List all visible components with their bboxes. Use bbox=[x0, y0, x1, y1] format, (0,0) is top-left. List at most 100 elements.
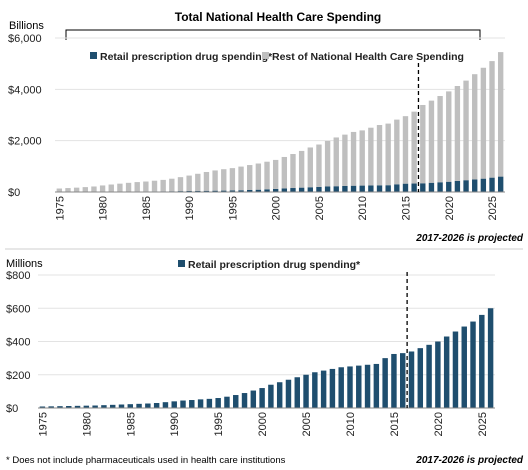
bottom-chart-unit-label: Millions bbox=[6, 258, 43, 270]
c2-x-tick-label: 1995 bbox=[213, 412, 225, 436]
c2-bar-drug-1981 bbox=[92, 405, 98, 408]
c1-bar-rest-2010 bbox=[359, 130, 365, 186]
c1-x-tick-label: 1985 bbox=[141, 196, 153, 220]
c2-bar-drug-2012 bbox=[364, 364, 371, 408]
c1-bar-rest-1977 bbox=[73, 187, 80, 192]
c1-bar-rest-2013 bbox=[385, 123, 391, 186]
c2-bar-drug-1999 bbox=[250, 390, 257, 408]
c2-bar-drug-2006 bbox=[312, 372, 318, 408]
c1-y-tick-label: $4,000 bbox=[8, 84, 42, 96]
top-chart-bars bbox=[56, 52, 504, 192]
c1-bar-drug-1996 bbox=[238, 190, 244, 192]
c2-bar-drug-2011 bbox=[356, 365, 362, 408]
c1-bar-rest-2012 bbox=[376, 125, 383, 186]
c2-bar-drug-1978 bbox=[66, 406, 72, 408]
c1-y-tick-label: $0 bbox=[8, 187, 20, 199]
c1-bar-drug-2008 bbox=[342, 185, 348, 192]
c1-bar-drug-2000 bbox=[272, 188, 279, 192]
c2-x-tick-label: 1985 bbox=[125, 412, 137, 436]
c2-y-tick-label: $400 bbox=[6, 337, 30, 349]
c1-bar-drug-2020 bbox=[446, 181, 452, 192]
c2-bar-drug-1991 bbox=[180, 400, 186, 408]
c1-x-tick-label: 2000 bbox=[271, 196, 283, 220]
c2-y-tick-label: $200 bbox=[6, 370, 30, 382]
c2-bar-drug-1977 bbox=[57, 406, 63, 408]
c1-bar-drug-1991 bbox=[195, 190, 201, 192]
c2-bar-drug-2019 bbox=[426, 344, 432, 408]
top-legend-swatch-rest bbox=[262, 52, 269, 59]
c1-bar-rest-1980 bbox=[99, 185, 106, 192]
c2-bar-drug-2021 bbox=[443, 336, 450, 408]
c2-bar-drug-1998 bbox=[241, 393, 248, 408]
bottom-chart-x-tick-labels: 1975 1980 1985 1990 1995 2000 2005 2010 2015 2020… bbox=[37, 412, 488, 436]
c2-bar-drug-2002 bbox=[276, 382, 283, 408]
c1-bar-rest-1976 bbox=[65, 188, 71, 192]
c1-x-tick-label: 2010 bbox=[357, 196, 369, 220]
c2-bar-drug-1996 bbox=[224, 396, 230, 408]
c2-bar-drug-2014 bbox=[382, 358, 388, 409]
c2-bar-drug-1990 bbox=[171, 401, 177, 408]
c1-x-tick-label: 1975 bbox=[54, 196, 66, 220]
c2-bar-drug-1986 bbox=[136, 403, 142, 408]
c1-bar-rest-2005 bbox=[316, 144, 322, 187]
c1-bar-drug-2016 bbox=[411, 183, 417, 192]
c1-bar-drug-2006 bbox=[324, 186, 331, 192]
c1-bar-rest-1978 bbox=[82, 187, 88, 192]
c1-bar-rest-2015 bbox=[402, 116, 409, 184]
bottom-legend-label-drug: Retail prescription drug spending* bbox=[188, 259, 361, 271]
bottom-chart-y-tick-labels: $0 $200 $400 $600 $800 bbox=[6, 270, 30, 415]
c1-bar-drug-2017 bbox=[420, 183, 426, 192]
c2-bar-drug-1975 bbox=[39, 406, 46, 408]
c2-bar-drug-2016 bbox=[400, 353, 406, 408]
top-legend-label-drug: Retail prescription drug spending* bbox=[100, 51, 273, 63]
c1-bar-rest-1999 bbox=[264, 161, 270, 190]
c1-bar-rest-2014 bbox=[394, 119, 400, 185]
c1-bar-drug-2005 bbox=[316, 186, 322, 192]
c1-bar-rest-2019 bbox=[437, 96, 443, 183]
c2-x-tick-label: 1980 bbox=[81, 412, 93, 436]
c2-bar-drug-2017 bbox=[408, 351, 415, 408]
c1-bar-rest-2011 bbox=[368, 127, 374, 186]
c1-bar-rest-1996 bbox=[238, 166, 244, 191]
c2-x-tick-label: 2015 bbox=[389, 412, 401, 436]
c1-bar-rest-1983 bbox=[125, 182, 132, 192]
c1-bar-drug-2004 bbox=[307, 187, 313, 192]
c1-bar-drug-2003 bbox=[298, 187, 305, 192]
c1-bar-drug-2001 bbox=[281, 188, 288, 192]
footnote: * Does not include pharmaceuticals used … bbox=[6, 455, 286, 466]
c1-bar-rest-1988 bbox=[169, 178, 175, 192]
top-chart-unit-label: Billions bbox=[9, 20, 44, 32]
c2-x-tick-label: 2020 bbox=[433, 412, 445, 436]
c1-bar-rest-1975 bbox=[56, 188, 63, 192]
c1-bar-rest-1998 bbox=[255, 163, 262, 190]
top-chart-title: Total National Health Care Spending bbox=[175, 10, 381, 24]
c1-bar-drug-2014 bbox=[394, 184, 400, 192]
c1-bar-drug-2009 bbox=[350, 185, 357, 192]
c1-x-tick-label: 1995 bbox=[227, 196, 239, 220]
c2-y-tick-label: $600 bbox=[6, 303, 30, 315]
c2-bar-drug-2010 bbox=[347, 366, 353, 408]
c1-x-tick-label: 2005 bbox=[314, 196, 326, 220]
c2-bar-drug-1980 bbox=[83, 405, 90, 408]
c2-bar-drug-2015 bbox=[391, 353, 397, 408]
c1-bar-rest-1991 bbox=[195, 173, 201, 191]
c1-bar-drug-2015 bbox=[402, 183, 409, 192]
c1-bar-rest-2024 bbox=[480, 67, 487, 179]
bottom-chart-bars bbox=[39, 308, 494, 409]
c1-bar-rest-2009 bbox=[350, 131, 357, 186]
c2-bar-drug-2025 bbox=[479, 314, 485, 408]
c1-bar-drug-2021 bbox=[454, 180, 461, 192]
c2-bar-drug-1995 bbox=[215, 398, 221, 408]
c1-bar-rest-2022 bbox=[463, 80, 469, 181]
c2-x-tick-label: 2025 bbox=[477, 412, 489, 436]
bottom-chart-projection-note: 2017-2026 is projected bbox=[415, 455, 524, 466]
c1-bar-rest-1992 bbox=[203, 171, 210, 191]
c2-bar-drug-1985 bbox=[127, 404, 133, 408]
top-chart-projection-note: 2017-2026 is projected bbox=[415, 233, 524, 244]
c1-bar-rest-1995 bbox=[229, 168, 236, 191]
c2-bar-drug-2023 bbox=[461, 326, 467, 408]
c1-bar-rest-2007 bbox=[333, 137, 339, 187]
c2-bar-drug-2005 bbox=[303, 374, 309, 408]
c1-bar-rest-1982 bbox=[117, 183, 123, 192]
c2-bar-drug-2009 bbox=[338, 367, 344, 408]
